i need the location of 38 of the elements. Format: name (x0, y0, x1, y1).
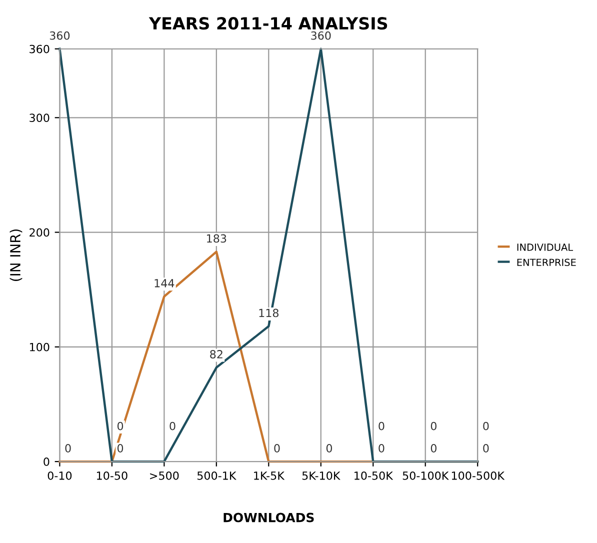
x-tick-label: >500 (150, 471, 179, 480)
y-tick-label: 360 (30, 44, 50, 54)
y-tick-label: 100 (30, 342, 50, 352)
data-label: 183 (207, 234, 226, 243)
data-label: 360 (311, 31, 331, 40)
data-label: 0 (65, 444, 71, 452)
data-label: 144 (154, 279, 174, 288)
x-tick-label: 1K-5K (254, 472, 285, 480)
legend-label: INDIVIDUAL (517, 244, 574, 251)
data-label: 82 (210, 350, 222, 358)
legend-label: ENTERPRISE (517, 258, 576, 266)
y-tick-label: 300 (30, 114, 50, 122)
chart-title: YEARS 2011-14 ANALYSIS (148, 17, 388, 30)
data-label: 0 (483, 444, 489, 452)
data-label: 0 (378, 422, 384, 430)
x-tick-label: 100-500K (452, 471, 505, 480)
x-tick-label: 10-50K (354, 471, 394, 480)
data-label: 0 (430, 444, 436, 452)
x-tick-label: 500-1K (197, 471, 236, 480)
data-label: 118 (259, 308, 278, 318)
y-tick-label: 0 (44, 458, 50, 466)
x-tick-label: 10-50 (97, 471, 128, 480)
x-tick-label: 50-100K (402, 471, 449, 480)
data-label: 0 (430, 422, 436, 430)
line-series (58, 48, 479, 463)
data-label: 0 (483, 422, 489, 430)
data-label: 0 (274, 444, 280, 452)
x-axis-title: DOWNLOADS (224, 512, 314, 522)
x-tick-label: 0-10 (48, 471, 72, 480)
x-tick-label: 5K-10K (302, 471, 340, 480)
y-axis-title: (IN INR) (10, 229, 22, 281)
data-label: 360 (50, 31, 70, 40)
data-label: 0 (170, 422, 176, 430)
data-label: 0 (378, 444, 384, 452)
data-label: 0 (326, 444, 332, 452)
data-label: 0 (117, 444, 124, 452)
y-tick-label: 200 (30, 228, 50, 237)
data-label: 0 (117, 422, 124, 430)
